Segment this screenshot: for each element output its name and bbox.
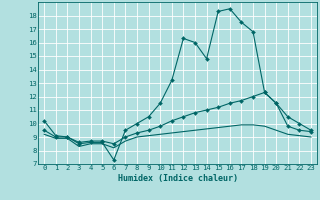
X-axis label: Humidex (Indice chaleur): Humidex (Indice chaleur) bbox=[118, 174, 238, 183]
